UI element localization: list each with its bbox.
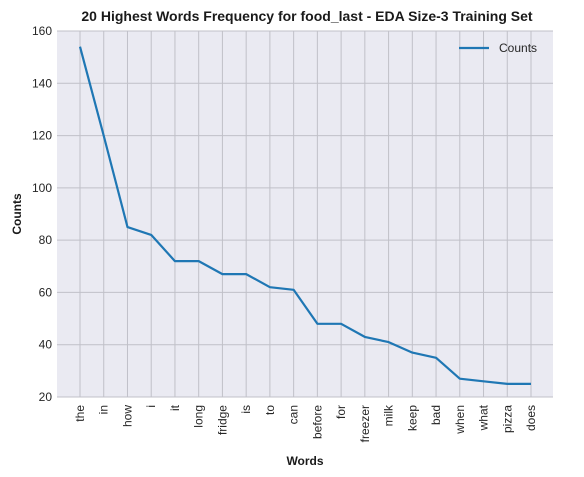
y-axis-label: Counts	[10, 193, 24, 235]
y-tick-label: 120	[32, 129, 52, 143]
y-tick-label: 100	[32, 181, 52, 195]
legend: Counts	[459, 41, 537, 55]
y-tick-label: 80	[39, 233, 53, 247]
y-tick-label: 160	[32, 24, 52, 38]
x-tick-label: long	[192, 405, 206, 428]
x-tick-label: bad	[429, 405, 443, 425]
x-tick-label: to	[263, 405, 277, 415]
x-tick-label: i	[144, 405, 158, 408]
x-tick-label: in	[97, 405, 111, 414]
chart-title: 20 Highest Words Frequency for food_last…	[81, 8, 533, 24]
y-axis-ticks: 20 40 60 80 100 120 140 160	[32, 24, 52, 404]
x-tick-label: milk	[382, 404, 396, 426]
x-tick-label: keep	[405, 405, 419, 431]
x-tick-label: fridge	[215, 405, 229, 435]
plot-area	[57, 31, 553, 397]
x-axis-ticks: the in how i it long fridge is to can before for fre…	[73, 404, 538, 442]
y-tick-label: 40	[39, 338, 53, 352]
x-tick-label: before	[310, 405, 324, 439]
series-line-counts	[78, 46, 531, 385]
x-tick-label: pizza	[500, 405, 514, 433]
y-tick-label: 60	[39, 285, 53, 299]
grid	[57, 30, 553, 398]
x-tick-label: how	[120, 405, 134, 427]
x-tick-label: the	[73, 405, 87, 422]
x-axis-label: Words	[286, 454, 323, 468]
x-tick-label: does	[524, 405, 538, 431]
x-tick-label: for	[334, 405, 348, 419]
x-tick-label: what	[477, 404, 491, 431]
y-tick-label: 20	[39, 390, 53, 404]
y-tick-label: 140	[32, 76, 52, 90]
x-tick-label: is	[239, 405, 253, 414]
x-tick-label: freezer	[358, 405, 372, 442]
x-tick-label: it	[168, 404, 182, 411]
x-tick-label: when	[453, 405, 467, 435]
legend-label: Counts	[499, 41, 537, 55]
x-tick-label: can	[287, 405, 301, 424]
